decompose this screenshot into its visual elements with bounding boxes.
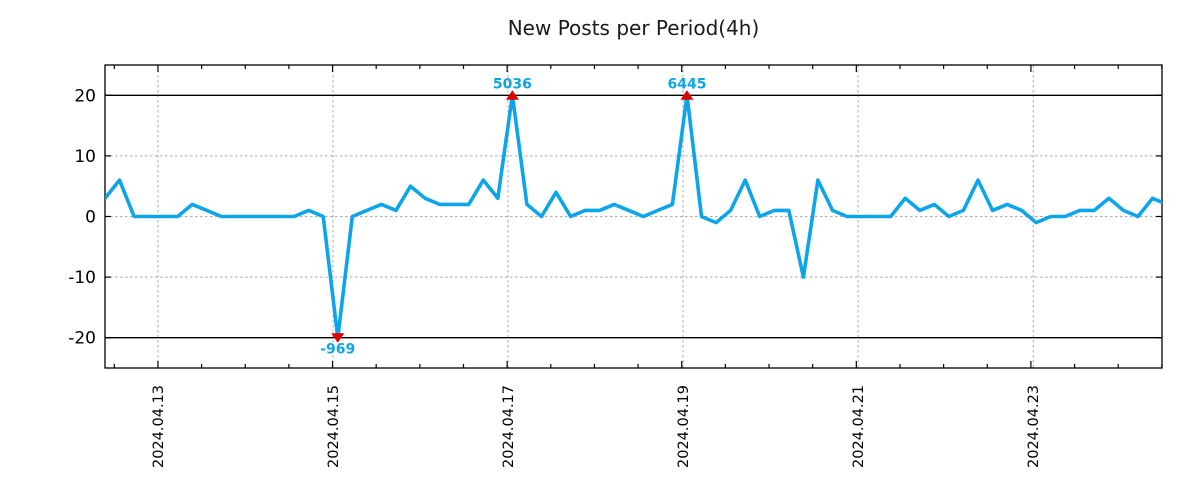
chart-title: New Posts per Period(4h) xyxy=(507,16,760,40)
y-tick-label: 0 xyxy=(85,208,96,228)
series-line xyxy=(105,93,1162,340)
y-tick-label: 20 xyxy=(74,86,96,106)
clip-marker-down-icon xyxy=(331,333,345,343)
clip-marker-up-icon xyxy=(505,90,519,100)
x-tick-label: 2024.04.13 xyxy=(151,385,167,468)
annotation-label: -969 xyxy=(320,342,355,358)
y-tick-label: 10 xyxy=(74,147,96,167)
x-tick-label: 2024.04.21 xyxy=(851,385,867,468)
x-tick-label: 2024.04.17 xyxy=(501,385,517,468)
y-tick-label: -10 xyxy=(68,268,96,288)
annotation-label: 5036 xyxy=(493,76,532,92)
x-tick-label: 2024.04.19 xyxy=(676,385,692,468)
plot-frame xyxy=(104,64,1163,369)
clip-marker-up-icon xyxy=(680,90,694,100)
annotation-label: 6445 xyxy=(667,76,706,92)
x-tick-label: 2024.04.23 xyxy=(1026,385,1042,468)
y-tick-label: -20 xyxy=(68,329,96,349)
x-tick-label: 2024.04.15 xyxy=(326,385,342,468)
